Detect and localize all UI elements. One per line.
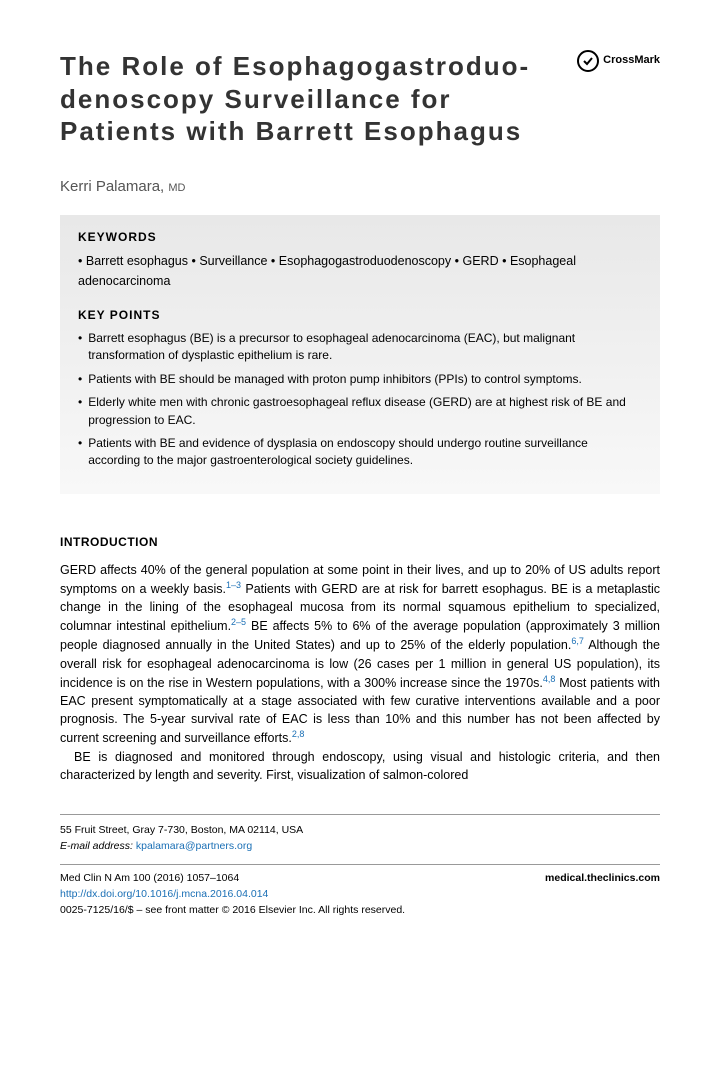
intro-paragraph-1: GERD affects 40% of the general populati…: [60, 561, 660, 748]
section-heading-introduction: INTRODUCTION: [60, 534, 660, 551]
keypoint-item: Patients with BE should be managed with …: [78, 371, 642, 388]
keywords-list: Barrett esophagus Surveillance Esophagog…: [78, 251, 642, 291]
keypoints-heading: KEY POINTS: [78, 307, 642, 324]
keypoint-item: Barrett esophagus (BE) is a precursor to…: [78, 330, 642, 365]
footer-email-label: E-mail address:: [60, 840, 133, 852]
article-title: The Role of Esophagogastroduo-denoscopy …: [60, 50, 567, 148]
keyword-item: Barrett esophagus: [78, 254, 191, 268]
author-degree: MD: [168, 182, 185, 194]
keywords-keypoints-box: KEYWORDS Barrett esophagus Surveillance …: [60, 215, 660, 494]
keyword-item: Esophagogastroduodenoscopy: [271, 254, 455, 268]
keypoints-list: Barrett esophagus (BE) is a precursor to…: [78, 330, 642, 470]
citation-ref[interactable]: 4,8: [543, 674, 556, 684]
footer-site[interactable]: medical.theclinics.com: [545, 871, 660, 918]
citation-ref[interactable]: 2,8: [292, 729, 305, 739]
article-footer: 55 Fruit Street, Gray 7-730, Boston, MA …: [60, 814, 660, 919]
footer-address: 55 Fruit Street, Gray 7-730, Boston, MA …: [60, 823, 660, 839]
author-line: Kerri Palamara, MD: [60, 176, 660, 197]
keyword-item: Surveillance: [191, 254, 270, 268]
citation-ref[interactable]: 6,7: [571, 636, 584, 646]
keypoint-item: Elderly white men with chronic gastroeso…: [78, 394, 642, 429]
intro-paragraph-2: BE is diagnosed and monitored through en…: [60, 748, 660, 784]
crossmark-label: CrossMark: [603, 53, 660, 68]
footer-email-link[interactable]: kpalamara@partners.org: [136, 840, 252, 852]
footer-left: Med Clin N Am 100 (2016) 1057–1064 http:…: [60, 871, 405, 918]
keywords-heading: KEYWORDS: [78, 229, 642, 246]
crossmark-icon: [577, 50, 599, 72]
author-name: Kerri Palamara,: [60, 178, 164, 195]
keypoint-item: Patients with BE and evidence of dysplas…: [78, 435, 642, 470]
crossmark-badge[interactable]: CrossMark: [577, 50, 660, 72]
footer-journal: Med Clin N Am 100 (2016) 1057–1064: [60, 871, 405, 887]
footer-issn: 0025-7125/16/$ – see front matter © 2016…: [60, 903, 405, 919]
footer-doi-link[interactable]: http://dx.doi.org/10.1016/j.mcna.2016.04…: [60, 888, 268, 900]
citation-ref[interactable]: 2–5: [231, 617, 246, 627]
keyword-item: GERD: [455, 254, 502, 268]
citation-ref[interactable]: 1–3: [226, 580, 241, 590]
